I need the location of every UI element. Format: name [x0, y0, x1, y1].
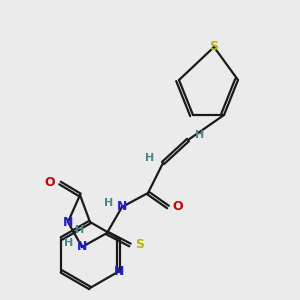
Text: H: H — [104, 198, 114, 208]
Text: N: N — [77, 241, 87, 254]
Text: N: N — [63, 215, 73, 229]
Text: N: N — [117, 200, 127, 214]
Text: H: H — [195, 130, 205, 140]
Text: H: H — [146, 153, 154, 163]
Text: O: O — [45, 176, 55, 190]
Text: O: O — [173, 200, 183, 214]
Text: H: H — [64, 238, 74, 248]
Text: S: S — [136, 238, 145, 251]
Text: S: S — [209, 40, 218, 53]
Text: H: H — [75, 225, 85, 235]
Text: N: N — [113, 265, 124, 278]
